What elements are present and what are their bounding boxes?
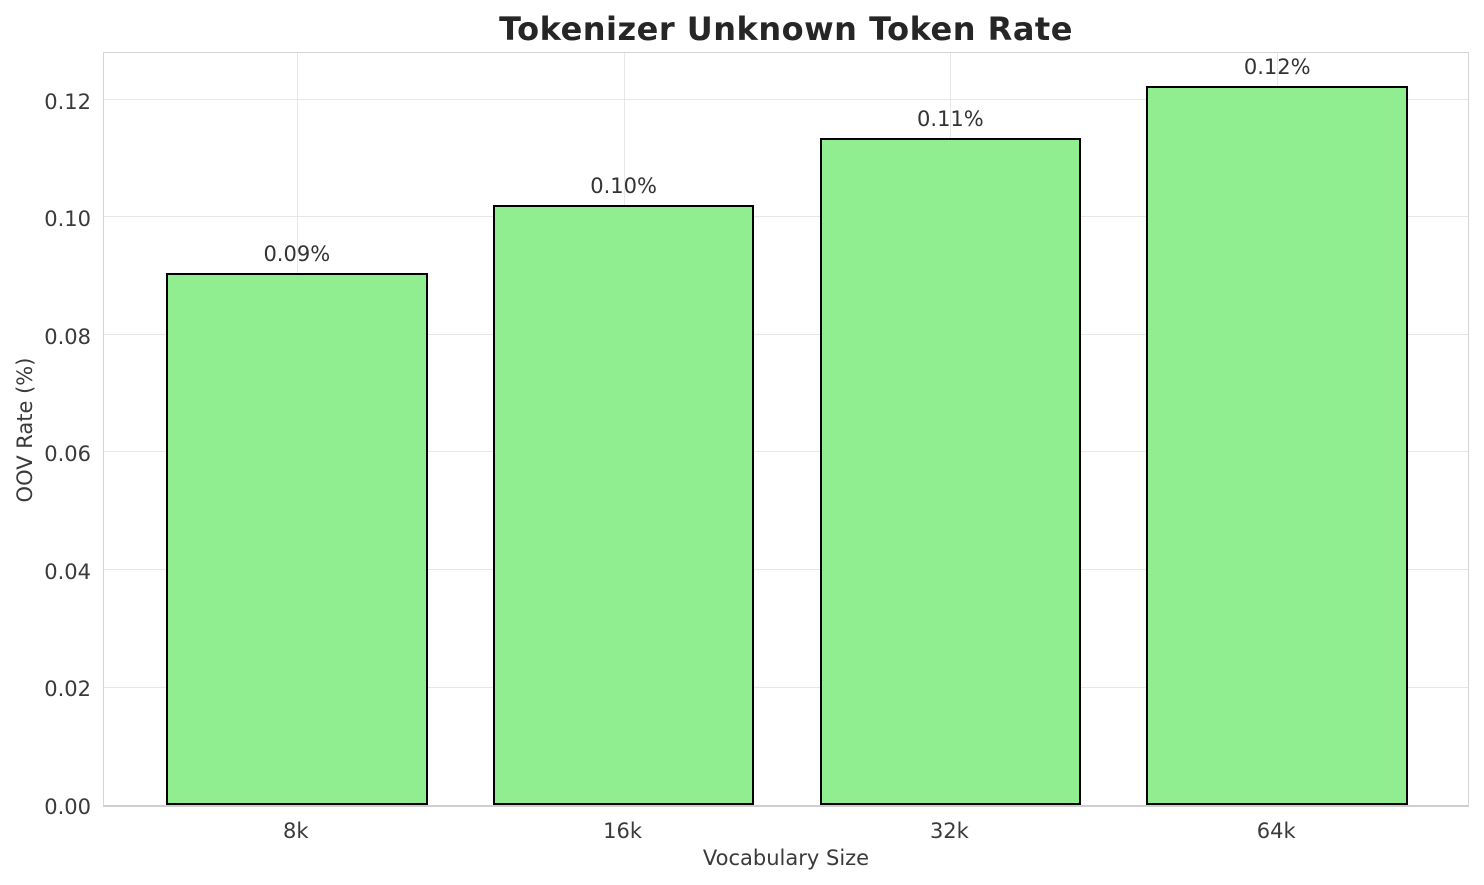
bar [166, 273, 428, 805]
bar [1146, 86, 1408, 805]
gridline-h [104, 568, 1468, 570]
y-tick-label: 0.02 [44, 677, 91, 702]
gridline-h [104, 451, 1468, 453]
bar-value-label: 0.11% [917, 106, 984, 131]
y-axis-label: OOV Rate (%) [13, 357, 37, 503]
gridline-h [104, 98, 1468, 100]
y-tick-label: 0.10 [44, 207, 91, 232]
y-tick-label: 0.12 [44, 89, 91, 114]
bar-value-label: 0.09% [263, 242, 331, 267]
x-axis-label: Vocabulary Size [702, 846, 870, 870]
bar-value-label: 0.12% [1243, 55, 1311, 80]
y-tick-label: 0.00 [44, 795, 91, 819]
bar-value-label: 0.10% [590, 173, 657, 198]
y-tick-label: 0.08 [44, 324, 91, 349]
gridline-h [104, 216, 1468, 218]
y-tick-label: 0.06 [44, 442, 91, 467]
x-tick-label: 16k [603, 819, 643, 843]
y-tick-label: 0.04 [44, 559, 91, 584]
bar [492, 204, 755, 805]
x-tick-label: 32k [929, 819, 969, 843]
gridline-h [104, 333, 1468, 335]
bar [819, 137, 1082, 805]
x-tick-label: 8k [283, 819, 309, 843]
chart-title: Tokenizer Unknown Token Rate [499, 10, 1073, 48]
x-tick-label: 64k [1256, 819, 1296, 843]
plot-area: 0.09% 0.10% 0.11% 0.12% [103, 52, 1469, 807]
gridline-h [104, 686, 1468, 688]
